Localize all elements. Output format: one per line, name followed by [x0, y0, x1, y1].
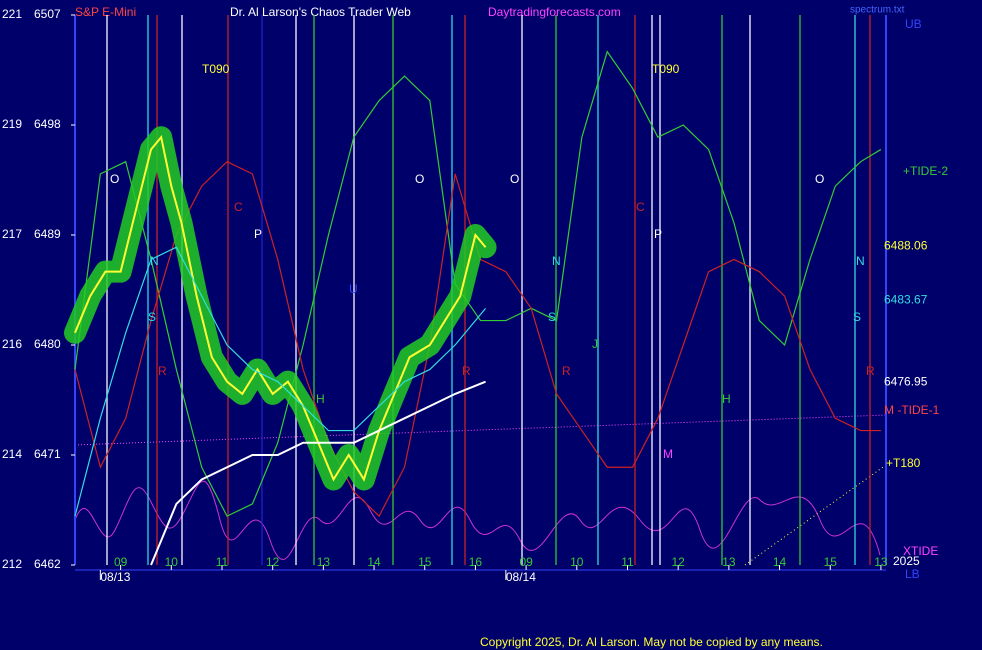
y-secondary-label: 217 [2, 227, 22, 241]
right-label: LB [905, 567, 920, 581]
date-label: 08/14 [506, 570, 536, 584]
series-line [150, 380, 486, 566]
annotation: J [592, 337, 598, 351]
right-label: UB [905, 17, 922, 31]
annotation: U [349, 282, 358, 296]
x-tick-label: 09 [114, 555, 128, 569]
annotation: R [462, 364, 471, 378]
annotation: P [254, 227, 262, 241]
x-tick-label: 13 [722, 555, 736, 569]
right-label: 2025 [893, 554, 920, 568]
x-tick-label: 13 [874, 555, 888, 569]
title: Dr. Al Larson's Chaos Trader Web [230, 5, 411, 19]
copyright: Copyright 2025, Dr. Al Larson. May not b… [480, 635, 823, 649]
site: Daytradingforecasts.com [488, 5, 621, 19]
x-tick-label: 10 [165, 555, 179, 569]
y-secondary-label: 221 [2, 7, 22, 21]
annotation: O [815, 172, 824, 186]
series-line [74, 134, 487, 482]
right-label: +T180 [886, 456, 921, 470]
y-secondary-label: 212 [2, 557, 22, 571]
level-label: 6488.06 [884, 239, 928, 253]
m-line [74, 414, 887, 446]
annotation: M [663, 447, 673, 461]
annotation: S [548, 310, 556, 324]
xtide-wave [74, 480, 881, 560]
file: spectrum.txt [850, 5, 905, 16]
annotation: C [234, 200, 243, 214]
right-label: M -TIDE-1 [884, 403, 940, 417]
y-tick-label: 6507 [34, 7, 61, 21]
annotation: O [415, 172, 424, 186]
annotation: N [150, 254, 159, 268]
x-tick-label: 15 [418, 555, 432, 569]
date-label: 08/13 [100, 570, 130, 584]
y-secondary-label: 214 [2, 447, 22, 461]
x-tick-label: 16 [469, 555, 483, 569]
annotation: R [158, 364, 167, 378]
annotation: O [110, 172, 119, 186]
right-label: XTIDE [903, 544, 938, 558]
annotation: S [853, 310, 861, 324]
x-tick-label: 11 [621, 555, 634, 569]
annotation: O [510, 172, 519, 186]
x-tick-label: 11 [216, 555, 229, 569]
y-tick-label: 6480 [34, 337, 61, 351]
annotation: H [722, 392, 731, 406]
level-label: 6476.95 [884, 374, 928, 388]
series-line [74, 246, 487, 517]
annotation: T090 [652, 62, 680, 76]
annotation: R [866, 364, 875, 378]
series-line [74, 50, 882, 517]
annotation: T090 [202, 62, 230, 76]
right-label: +TIDE-2 [903, 164, 948, 178]
level-label: 6483.67 [884, 292, 928, 306]
x-tick-label: 09 [519, 555, 533, 569]
x-tick-label: 12 [672, 555, 686, 569]
y-secondary-label: 216 [2, 337, 22, 351]
y-tick-label: 6498 [34, 117, 61, 131]
x-tick-label: 14 [773, 555, 787, 569]
annotation: H [316, 392, 325, 406]
symbol: S&P E-Mini [75, 5, 136, 19]
annotation: R [562, 364, 571, 378]
x-tick-label: 12 [266, 555, 280, 569]
y-tick-label: 6489 [34, 227, 61, 241]
x-tick-label: 15 [824, 555, 838, 569]
y-tick-label: 6471 [34, 447, 61, 461]
x-tick-label: 10 [570, 555, 584, 569]
annotation: N [552, 254, 561, 268]
annotation: P [654, 227, 662, 241]
x-tick-label: 13 [317, 555, 331, 569]
t180-line [744, 464, 887, 566]
annotation: N [856, 254, 865, 268]
annotation: C [636, 200, 645, 214]
annotation: S [148, 310, 156, 324]
y-tick-label: 6462 [34, 557, 61, 571]
y-secondary-label: 219 [2, 117, 22, 131]
x-tick-label: 14 [367, 555, 381, 569]
